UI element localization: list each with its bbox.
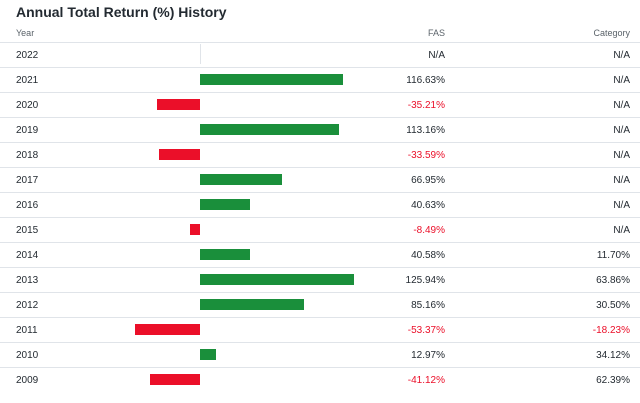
fund-return-value: 12.97% [411,350,445,361]
table-row: 2015 -8.49% N/A [0,217,640,243]
zero-axis-line [200,44,201,64]
return-bar [200,249,250,260]
year-label: 2012 [16,300,39,311]
return-bar [158,149,200,160]
category-return-value: N/A [613,175,630,186]
year-label: 2021 [16,75,39,86]
return-bar [149,374,200,385]
table-row: 2010 12.97% 34.12% [0,342,640,368]
category-return-value: N/A [613,100,630,111]
fund-return-value: -53.37% [407,325,445,336]
table-row: 2013 125.94% 63.86% [0,267,640,293]
fund-column-header: FAS [427,28,445,38]
fund-return-value: 40.58% [411,250,445,261]
fund-return-value: -33.59% [407,150,445,161]
year-label: 2018 [16,150,39,161]
return-bar [200,124,339,135]
fund-return-value: 125.94% [405,275,445,286]
year-label: 2009 [16,375,39,386]
category-return-value: -18.23% [592,325,630,336]
year-label: 2010 [16,350,39,361]
category-return-value: N/A [613,150,630,161]
table-row: 2014 40.58% 11.70% [0,242,640,268]
category-return-value: N/A [613,50,630,61]
category-return-value: N/A [613,225,630,236]
table-row: 2020 -35.21% N/A [0,92,640,118]
table-row: 2016 40.63% N/A [0,192,640,218]
return-bar [200,349,216,360]
category-return-value: N/A [613,75,630,86]
fund-return-value: 116.63% [406,75,445,86]
year-label: 2015 [16,225,39,236]
category-return-value: 11.70% [596,250,630,261]
return-bar [200,74,343,85]
table-row: 2009 -41.12% 62.39% [0,367,640,393]
category-return-value: 63.86% [596,275,630,286]
table-row: 2018 -33.59% N/A [0,142,640,168]
year-label: 2011 [16,325,38,336]
chart-title: Annual Total Return (%) History [16,4,227,20]
category-return-value: 62.39% [596,375,630,386]
return-bar [200,299,305,310]
category-return-value: N/A [613,125,630,136]
table-row: 2021 116.63% N/A [0,67,640,93]
year-label: 2020 [16,100,39,111]
table-row: 2022 N/A N/A [0,42,640,68]
return-bar [200,199,250,210]
fund-return-value: 113.16% [406,125,445,136]
category-return-value: N/A [613,200,630,211]
return-bar [189,224,200,235]
year-label: 2019 [16,125,39,136]
fund-return-value: -41.12% [407,375,445,386]
year-label: 2017 [16,175,39,186]
return-bar [134,324,200,335]
fund-return-value: 85.16% [411,300,445,311]
category-column-header: Category [593,28,630,38]
year-label: 2016 [16,200,39,211]
category-return-value: 34.12% [596,350,630,361]
return-bar [156,99,200,110]
table-row: 2019 113.16% N/A [0,117,640,143]
table-row: 2011 -53.37% -18.23% [0,317,640,343]
table-row: 2017 66.95% N/A [0,167,640,193]
table-row: 2012 85.16% 30.50% [0,292,640,318]
fund-return-value: -8.49% [413,225,445,236]
year-label: 2014 [16,250,39,261]
year-label: 2013 [16,275,39,286]
fund-return-value: N/A [428,50,445,61]
category-return-value: 30.50% [596,300,630,311]
return-bar [200,174,283,185]
year-column-header: Year [16,28,35,38]
year-label: 2022 [16,50,39,61]
fund-return-value: 40.63% [411,200,445,211]
return-bar [200,274,355,285]
fund-return-value: 66.95% [411,175,445,186]
fund-return-value: -35.21% [407,100,445,111]
